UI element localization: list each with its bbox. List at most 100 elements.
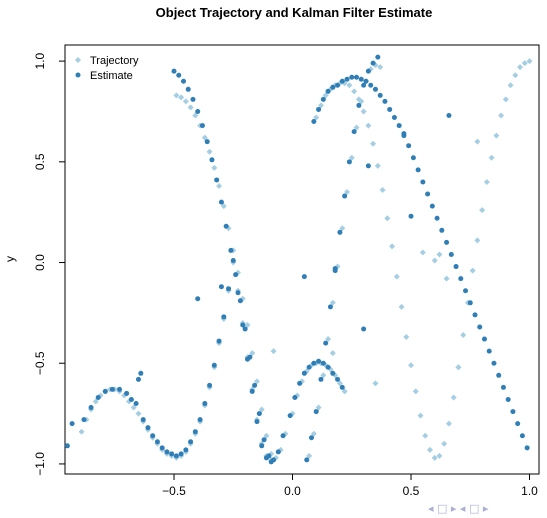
estimate-point — [425, 191, 431, 197]
trajectory-point — [517, 64, 524, 71]
trajectory-point — [325, 336, 332, 343]
trajectory-point — [211, 164, 218, 171]
estimate-point — [221, 314, 227, 320]
estimate-point — [330, 370, 336, 376]
estimate-point — [252, 382, 258, 388]
estimate-point — [140, 417, 146, 423]
x-tick-label: 0.5 — [403, 484, 420, 498]
trajectory-point — [329, 350, 336, 357]
series-estimate — [64, 54, 530, 465]
estimate-point — [491, 360, 497, 366]
estimate-point — [209, 157, 215, 163]
estimate-point — [164, 449, 170, 455]
estimate-point — [337, 229, 343, 235]
estimate-point — [301, 274, 307, 280]
estimate-point — [510, 409, 516, 415]
estimate-point — [472, 312, 478, 318]
x-tick-label: 0.0 — [284, 484, 301, 498]
y-axis-label: y — [3, 256, 17, 262]
estimate-point — [306, 364, 312, 370]
trajectory-point — [398, 303, 405, 310]
estimate-point — [185, 86, 191, 92]
y-tick-label: −1.0 — [33, 452, 47, 476]
trajectory-point — [244, 321, 251, 328]
estimate-point — [195, 296, 201, 302]
trajectory-point — [526, 58, 533, 65]
trajectory-point — [78, 428, 85, 435]
estimate-point — [481, 336, 487, 342]
estimate-point — [233, 272, 239, 278]
trajectory-point — [351, 88, 358, 95]
estimate-point — [365, 68, 371, 74]
estimate-point — [254, 419, 260, 425]
estimate-point — [235, 290, 241, 296]
estimate-point — [304, 457, 310, 463]
trajectory-point — [445, 420, 452, 427]
legend-label-estimate: Estimate — [90, 70, 133, 82]
estimate-point — [344, 76, 350, 82]
estimate-point — [515, 421, 521, 427]
trajectory-point — [426, 446, 433, 453]
trajectory-point — [249, 350, 256, 357]
trajectory-point — [379, 187, 386, 194]
trajectory-point — [348, 154, 355, 161]
trajectory-point — [436, 251, 443, 258]
estimate-point — [226, 286, 232, 292]
trajectory-point — [460, 332, 467, 339]
trajectory-point — [419, 249, 426, 256]
estimate-point — [218, 199, 224, 205]
estimate-point — [192, 429, 198, 435]
trajectory-point — [370, 140, 377, 147]
trajectory-point — [313, 114, 320, 121]
trajectory-point — [443, 275, 450, 282]
estimate-point — [64, 443, 70, 449]
estimate-point — [505, 396, 511, 402]
trajectory-point — [431, 454, 438, 461]
trajectory-point — [474, 237, 481, 244]
trajectory-point — [498, 112, 505, 119]
trajectory-point — [493, 132, 500, 139]
estimate-point — [247, 354, 253, 360]
trajectory-point — [431, 257, 438, 264]
estimate-point — [406, 143, 412, 149]
series-trajectory — [78, 58, 533, 463]
trajectory-point — [483, 178, 490, 185]
estimate-point — [287, 413, 293, 419]
trajectory-point — [408, 362, 415, 369]
trajectory-point — [353, 124, 360, 131]
trajectory-point — [469, 267, 476, 274]
estimate-point — [370, 60, 376, 66]
estimate-point — [181, 78, 186, 84]
legend-label-trajectory: Trajectory — [90, 55, 139, 67]
estimate-point — [190, 96, 196, 102]
estimate-point — [496, 372, 502, 378]
estimate-point — [372, 86, 378, 92]
estimate-point — [211, 362, 217, 368]
estimate-point — [349, 74, 355, 80]
estimate-point — [259, 443, 265, 449]
estimate-point — [256, 411, 262, 417]
trajectory-point — [372, 380, 379, 387]
plot-frame — [64, 44, 540, 475]
estimate-point — [458, 276, 464, 282]
estimate-point — [339, 384, 345, 390]
estimate-point — [301, 370, 307, 376]
trajectory-point — [253, 378, 260, 385]
estimate-point — [124, 390, 130, 396]
slide-navigation-icons[interactable]: ◂ □ ▸ ◂ □ ▸ — [428, 502, 489, 515]
estimate-point — [214, 177, 220, 183]
estimate-point — [188, 439, 194, 445]
estimate-point — [228, 247, 234, 253]
trajectory-point — [365, 122, 372, 129]
estimate-point — [266, 453, 272, 459]
trajectory-point — [488, 154, 495, 161]
estimate-point — [316, 106, 322, 112]
trajectory-point — [360, 108, 367, 115]
trajectory-point — [220, 203, 227, 210]
estimate-point — [150, 433, 156, 439]
estimate-point — [410, 155, 416, 161]
trajectory-point — [502, 96, 509, 103]
estimate-point — [292, 394, 298, 400]
estimate-point — [178, 451, 184, 457]
estimate-point — [202, 401, 208, 407]
